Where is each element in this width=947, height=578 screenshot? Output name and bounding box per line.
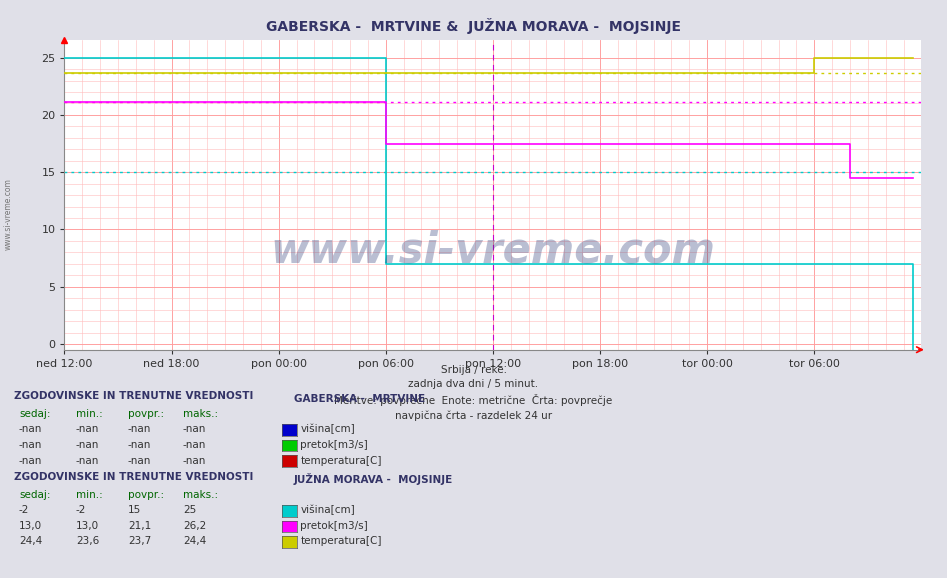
Text: maks.:: maks.: [183, 490, 218, 500]
Text: -2: -2 [76, 505, 86, 515]
Text: 26,2: 26,2 [183, 521, 206, 531]
Text: -nan: -nan [19, 440, 43, 450]
Text: sedaj:: sedaj: [19, 490, 50, 500]
Text: JUŽNA MORAVA -  MOJSINJE: JUŽNA MORAVA - MOJSINJE [294, 473, 453, 484]
Text: Srbija / reke.
zadnja dva dni / 5 minut.
Meritve: povprečne  Enote: metrične  Čr: Srbija / reke. zadnja dva dni / 5 minut.… [334, 365, 613, 421]
Text: 13,0: 13,0 [19, 521, 42, 531]
Text: povpr.:: povpr.: [128, 490, 164, 500]
Text: -nan: -nan [183, 424, 206, 434]
Text: povpr.:: povpr.: [128, 409, 164, 419]
Text: ZGODOVINSKE IN TRENUTNE VREDNOSTI: ZGODOVINSKE IN TRENUTNE VREDNOSTI [14, 391, 254, 401]
Text: pretok[m3/s]: pretok[m3/s] [300, 521, 368, 531]
Text: maks.:: maks.: [183, 409, 218, 419]
Text: sedaj:: sedaj: [19, 409, 50, 419]
Text: GABERSKA -  MRTVINE: GABERSKA - MRTVINE [294, 394, 424, 403]
Text: temperatura[C]: temperatura[C] [300, 536, 382, 546]
Text: 15: 15 [128, 505, 141, 515]
Text: 23,6: 23,6 [76, 536, 99, 546]
Text: -nan: -nan [76, 440, 99, 450]
Text: min.:: min.: [76, 490, 102, 500]
Text: min.:: min.: [76, 409, 102, 419]
Text: GABERSKA -  MRTVINE &  JUŽNA MORAVA -  MOJSINJE: GABERSKA - MRTVINE & JUŽNA MORAVA - MOJS… [266, 18, 681, 35]
Text: -nan: -nan [76, 455, 99, 465]
Text: -nan: -nan [128, 424, 152, 434]
Text: 24,4: 24,4 [19, 536, 43, 546]
Text: -nan: -nan [19, 424, 43, 434]
Text: 21,1: 21,1 [128, 521, 152, 531]
Text: temperatura[C]: temperatura[C] [300, 455, 382, 465]
Text: ZGODOVINSKE IN TRENUTNE VREDNOSTI: ZGODOVINSKE IN TRENUTNE VREDNOSTI [14, 472, 254, 481]
Text: -2: -2 [19, 505, 29, 515]
Text: -nan: -nan [128, 440, 152, 450]
Text: pretok[m3/s]: pretok[m3/s] [300, 440, 368, 450]
Text: višina[cm]: višina[cm] [300, 424, 355, 434]
Text: -nan: -nan [19, 455, 43, 465]
Text: www.si-vreme.com: www.si-vreme.com [271, 229, 715, 272]
Text: 24,4: 24,4 [183, 536, 206, 546]
Text: -nan: -nan [183, 440, 206, 450]
Text: višina[cm]: višina[cm] [300, 505, 355, 515]
Text: -nan: -nan [76, 424, 99, 434]
Text: -nan: -nan [128, 455, 152, 465]
Text: 13,0: 13,0 [76, 521, 98, 531]
Text: www.si-vreme.com: www.si-vreme.com [4, 178, 13, 250]
Text: 23,7: 23,7 [128, 536, 152, 546]
Text: -nan: -nan [183, 455, 206, 465]
Text: 25: 25 [183, 505, 196, 515]
